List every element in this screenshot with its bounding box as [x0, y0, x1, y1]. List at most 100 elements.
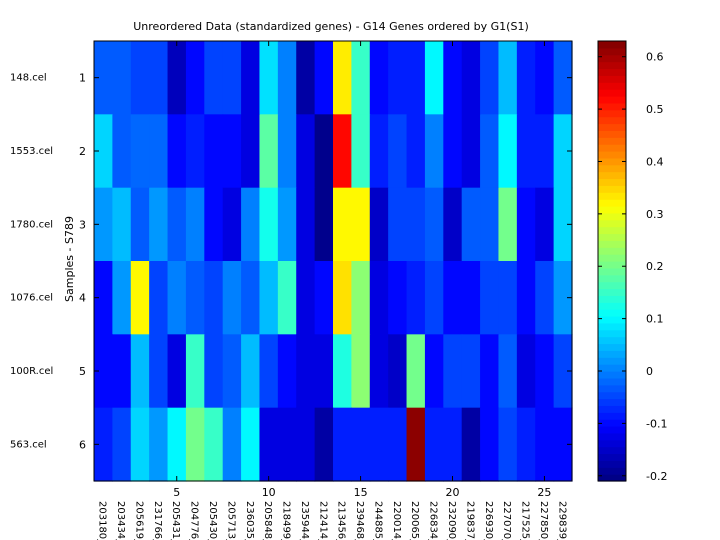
colorbar-segment: [598, 446, 626, 455]
heatmap-cell: [296, 41, 316, 115]
heatmap-cell: [406, 334, 426, 409]
heatmap-cell: [314, 261, 334, 335]
colorbar-tick-label: 0.6: [646, 51, 664, 64]
column-label: 205713_: [225, 501, 236, 540]
heatmap-cell: [259, 334, 279, 409]
column-label: 220065_: [409, 501, 420, 540]
heatmap-cell: [333, 187, 352, 262]
column-label: 229839_: [556, 501, 567, 540]
colorbar-segment: [598, 316, 626, 324]
heatmap-cell: [480, 334, 500, 409]
heatmap-cell: [480, 41, 500, 115]
heatmap-cell: [480, 261, 500, 335]
heatmap-cell: [461, 187, 481, 262]
heatmap-cell: [112, 334, 132, 409]
colorbar-segment: [598, 322, 626, 331]
colorbar-segment: [598, 412, 626, 420]
heatmap-cell: [406, 407, 426, 482]
heatmap-cell: [461, 41, 481, 115]
x-tick-label: 10: [262, 486, 276, 499]
colorbar-segment: [598, 164, 626, 173]
heatmap-cell: [535, 407, 555, 482]
heatmap-cell: [535, 41, 555, 115]
heatmap-cell: [333, 261, 352, 335]
heatmap-cell: [388, 334, 408, 409]
colorbar-segment: [598, 206, 626, 214]
heatmap-cell: [167, 41, 187, 115]
colorbar-segment: [598, 371, 626, 379]
heatmap-cell: [369, 261, 389, 335]
row-label: 148.cel: [10, 73, 47, 84]
heatmap-cell: [443, 114, 463, 189]
heatmap-cell: [351, 187, 371, 262]
colorbar-segment: [598, 391, 626, 400]
heatmap-cell: [222, 407, 242, 482]
heatmap-cell: [204, 187, 224, 262]
column-label: 239468_: [354, 501, 365, 540]
heatmap-cell: [406, 187, 426, 262]
row-label: 1076.cel: [10, 293, 53, 304]
heatmap-cell: [351, 41, 371, 115]
heatmap-cell: [516, 261, 536, 335]
heatmap-cell: [406, 41, 426, 115]
heatmap-cell: [553, 407, 573, 482]
heatmap-cell: [351, 261, 371, 335]
heatmap-cell: [516, 334, 536, 409]
heatmap-cell: [516, 187, 536, 262]
colorbar-tick-label: 0.3: [646, 208, 664, 221]
heatmap-cell: [130, 114, 150, 189]
heatmap-cell: [516, 41, 536, 115]
heatmap-cell: [314, 407, 334, 482]
colorbar-segment: [598, 109, 626, 118]
colorbar-segment: [598, 199, 626, 207]
heatmap-cell: [480, 114, 500, 189]
heatmap-cell: [185, 261, 205, 335]
heatmap-cell: [149, 187, 169, 262]
heatmap-cell: [296, 187, 316, 262]
colorbar-segment: [598, 233, 626, 241]
heatmap-cell: [516, 114, 536, 189]
heatmap-cell: [535, 261, 555, 335]
heatmap-cell: [424, 187, 444, 262]
heatmap-cell: [369, 41, 389, 115]
colorbar-segment: [598, 47, 626, 56]
heatmap-cell: [222, 114, 242, 189]
y-tick-label: 4: [79, 292, 86, 305]
colorbar-segment: [598, 171, 626, 180]
heatmap-cell: [259, 41, 279, 115]
column-label: 212414_: [317, 501, 328, 540]
colorbar-segment: [598, 350, 626, 358]
x-tick-label: 5: [173, 486, 180, 499]
heatmap-cell: [277, 187, 297, 262]
colorbar-segment: [598, 82, 626, 90]
heatmap-cell: [424, 41, 444, 115]
colorbar-tick-label: -0.2: [646, 470, 667, 483]
heatmap-cell: [498, 187, 518, 262]
colorbar-segment: [598, 267, 626, 276]
colorbar-segment: [598, 398, 626, 406]
column-label: 226834_: [428, 501, 439, 540]
axes-ticks: 1 2 3 4 5 6 5 10 15 20 25: [79, 41, 572, 499]
y-tick-label: 3: [79, 218, 86, 231]
heatmap-cell: [314, 114, 334, 189]
heatmap-cell: [333, 334, 352, 409]
heatmap-cell: [498, 261, 518, 335]
heatmap-cell: [167, 114, 187, 189]
column-label: 205430_: [207, 501, 218, 540]
heatmap-cell: [424, 114, 444, 189]
colorbar-segment: [598, 89, 626, 97]
heatmap-cell: [112, 407, 132, 482]
heatmap-cell: [222, 41, 242, 115]
heatmap-cell: [314, 187, 334, 262]
heatmap-cell: [94, 261, 113, 335]
heatmap-cell: [369, 114, 389, 189]
heatmap-cell: [443, 41, 463, 115]
column-label: 203434_: [115, 501, 126, 540]
heatmap-cell: [369, 187, 389, 262]
heatmap-cell: [167, 261, 187, 335]
heatmap-cell: [314, 334, 334, 409]
heatmap-cell: [553, 261, 573, 335]
row-label: 100R.cel: [10, 366, 53, 377]
heatmap-cell: [130, 407, 150, 482]
column-label: 217525_: [520, 501, 531, 540]
